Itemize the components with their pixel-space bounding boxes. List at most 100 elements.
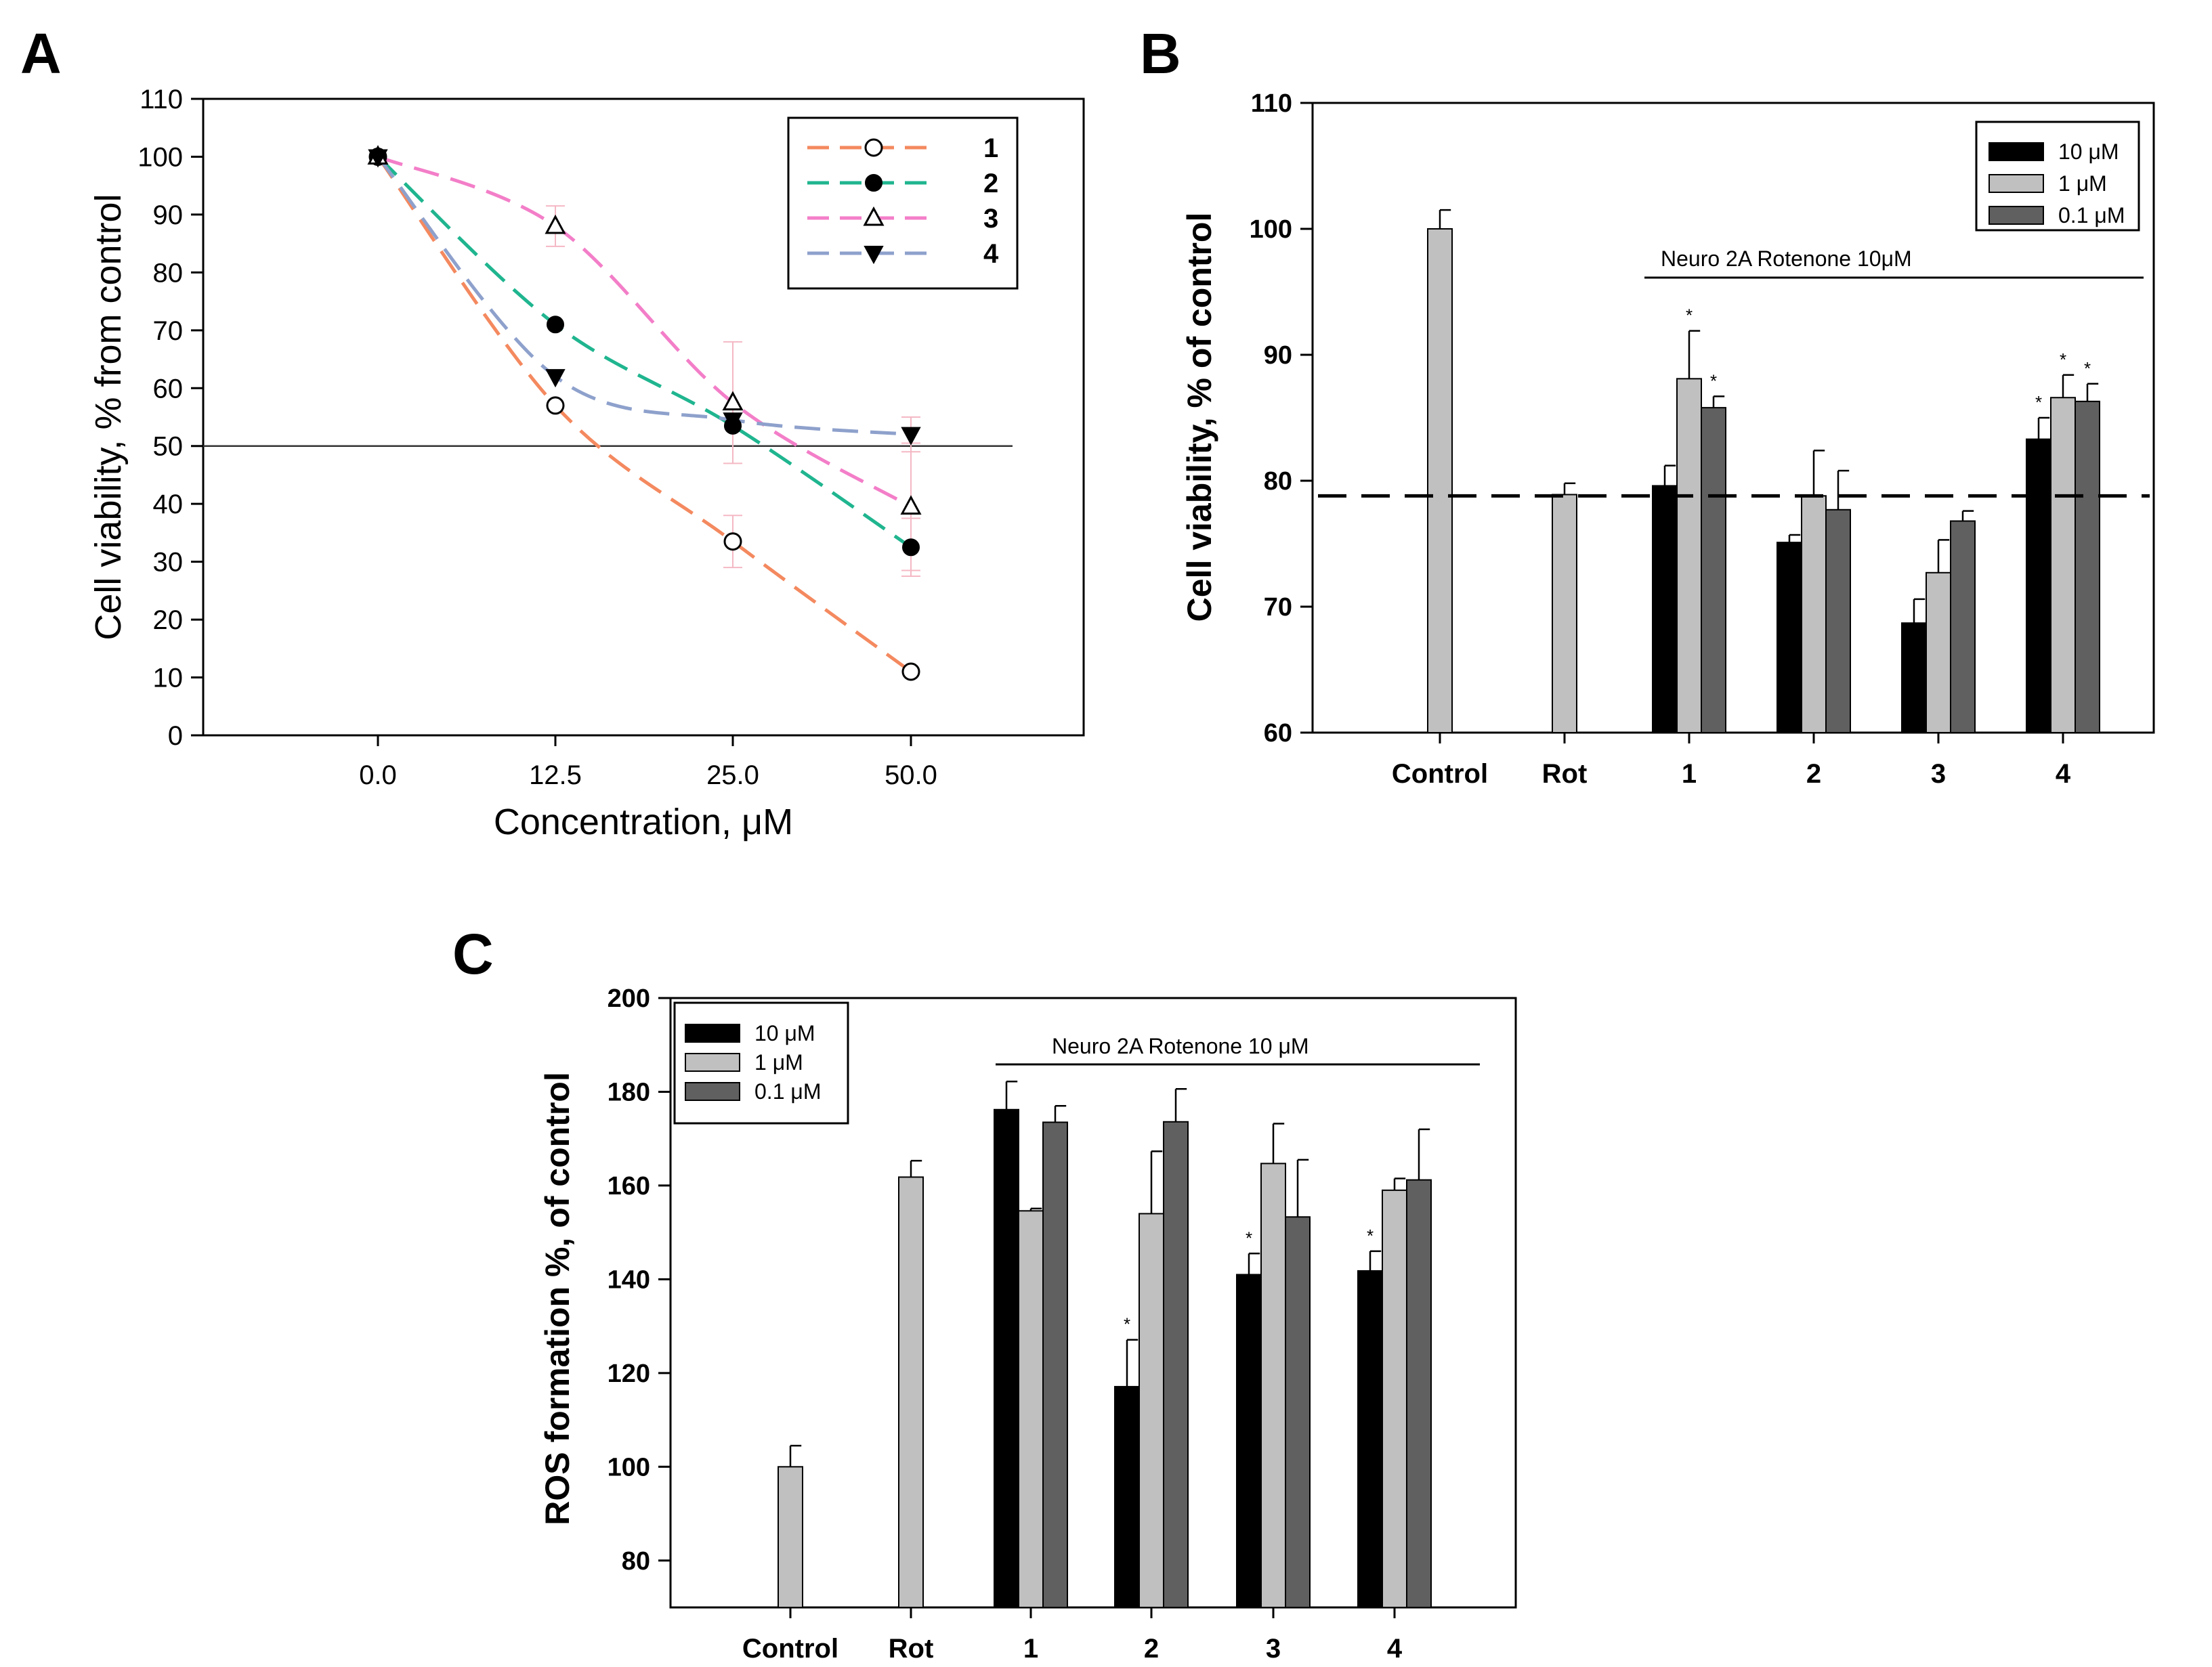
panel-c-legend-swatch xyxy=(685,1024,740,1043)
panel-a-x-tick-label: 12.5 xyxy=(529,760,582,790)
panel-a-series-3-line xyxy=(377,155,912,508)
panel-b-x-axis: Control Rot 1 2 3 4 xyxy=(1392,733,2071,789)
panel-c-legend: 10 μM 1 μM 0.1 μM xyxy=(673,1001,849,1125)
panel-b-y-tick-label: 110 xyxy=(1251,89,1292,118)
panel-c-y-tick-label: 180 xyxy=(608,1078,650,1106)
panel-a-y-tick-label: 50 xyxy=(153,432,184,462)
panel-a-y-tick-label: 30 xyxy=(153,548,184,578)
panel-a-legend-marker xyxy=(864,138,883,157)
panel-b-bar xyxy=(2075,400,2100,733)
panel-a-series-4-point xyxy=(368,149,388,168)
panel-c-bars: * * * xyxy=(778,1080,1432,1609)
panel-c-bar xyxy=(1406,1179,1432,1608)
panel-a-y-tick-label: 10 xyxy=(153,664,184,693)
panel-a-series-markers xyxy=(367,145,922,681)
panel-c-category-label: 4 xyxy=(1387,1634,1403,1664)
panel-b-significance-star: * xyxy=(2035,392,2042,412)
panel-a-legend-label: 2 xyxy=(983,169,998,198)
panel-b-bar xyxy=(1427,228,1453,733)
panel-c-category-label: 2 xyxy=(1144,1634,1159,1664)
panel-b-bar xyxy=(1676,378,1702,733)
panel-b-bar xyxy=(1552,494,1577,734)
panel-c-x-axis: Control Rot 1 2 3 4 xyxy=(742,1607,1403,1664)
panel-a-series-4-point xyxy=(545,369,566,388)
panel-b-y-tick-label: 80 xyxy=(1264,467,1292,496)
panel-b-significance-star: * xyxy=(1710,370,1717,391)
panel-c-bar xyxy=(1236,1274,1262,1608)
panel-c-bar xyxy=(1382,1189,1407,1609)
panel-letter-b: B xyxy=(1140,22,1181,85)
panel-c-legend-swatch xyxy=(685,1053,740,1072)
panel-letter-a: A xyxy=(20,22,62,85)
panel-c-significance-star: * xyxy=(1246,1228,1252,1248)
panel-a-y-tick-label: 90 xyxy=(153,200,184,230)
panel-b-y-tick-label: 90 xyxy=(1264,341,1292,370)
panel-c-bar xyxy=(898,1176,924,1608)
panel-c-bar xyxy=(778,1466,803,1608)
panel-b-y-axis: 60 70 80 90 100 110 xyxy=(1250,89,1313,748)
panel-b-legend-swatch xyxy=(1988,174,2044,193)
panel-b-bar-chart: 60 70 80 90 100 110 * * * * * Control Rot 1 2 3 4 Neur… xyxy=(1181,89,2155,789)
panel-a-series-4-point xyxy=(723,412,743,431)
panel-b-y-tick-label: 70 xyxy=(1264,593,1292,622)
panel-a-x-tick-label: 25.0 xyxy=(706,760,759,790)
panel-a-x-axis-title: Concentration, μM xyxy=(494,802,793,842)
panel-b-bar xyxy=(2026,438,2051,733)
panel-a-y-tick-label: 20 xyxy=(153,605,184,635)
panel-c-category-label: Control xyxy=(742,1634,838,1664)
panel-b-bar xyxy=(1801,495,1827,733)
panel-b-category-label: Rot xyxy=(1542,759,1588,789)
panel-c-y-tick-label: 100 xyxy=(608,1453,650,1481)
panel-b-category-label: 3 xyxy=(1931,759,1946,789)
panel-c-legend-label: 1 μM xyxy=(754,1050,803,1075)
panel-c-category-label: 1 xyxy=(1023,1634,1038,1664)
panel-c-legend-label: 0.1 μM xyxy=(754,1079,821,1104)
panel-letter-c: C xyxy=(452,922,494,986)
panel-c-bar xyxy=(994,1108,1019,1609)
panel-c-bar xyxy=(1260,1163,1286,1608)
panel-b-bar xyxy=(1777,542,1802,733)
panel-a-series-1-point xyxy=(723,532,742,551)
panel-a-series-2-line xyxy=(377,155,912,549)
panel-a-series-3-point xyxy=(545,214,566,234)
panel-c-bar xyxy=(1114,1385,1140,1609)
panel-b-legend-swatch xyxy=(1988,142,2044,161)
panel-b-bar xyxy=(1825,508,1851,734)
panel-b-y-axis-title: Cell viability, % of control xyxy=(1181,213,1218,622)
panel-b-category-label: 1 xyxy=(1682,759,1697,789)
panel-c-y-tick-label: 140 xyxy=(608,1265,650,1294)
panel-b-y-tick-label: 60 xyxy=(1264,719,1292,748)
panel-a-legend-label: 1 xyxy=(983,133,998,163)
panel-a-legend-label: 3 xyxy=(983,204,998,234)
panel-a-legend-marker xyxy=(863,206,885,226)
panel-a-series-3-point xyxy=(722,391,744,411)
panel-c-legend-swatch xyxy=(685,1082,740,1101)
panel-b-legend-label: 1 μM xyxy=(2058,171,2107,196)
panel-c-bar xyxy=(1163,1121,1189,1609)
panel-a-series-1-point xyxy=(901,662,920,681)
panel-a-y-tick-label: 60 xyxy=(153,374,184,404)
panel-a-plot-frame xyxy=(202,98,1085,737)
panel-b-category-label: Control xyxy=(1392,759,1488,789)
panel-a-legend-label: 4 xyxy=(983,239,999,269)
panel-c-plot-frame xyxy=(669,997,1517,1609)
panel-a-y-tick-label: 80 xyxy=(153,258,184,288)
panel-c-bar xyxy=(1042,1121,1068,1608)
panel-c-y-tick-label: 200 xyxy=(608,984,650,1013)
panel-c-legend-label: 10 μM xyxy=(754,1021,815,1045)
panel-b-bar xyxy=(2050,397,2076,733)
panel-b-legend-label: 0.1 μM xyxy=(2058,203,2125,228)
panel-b-bar xyxy=(1652,485,1678,733)
panel-c-y-tick-label: 120 xyxy=(608,1360,650,1388)
panel-b-bar xyxy=(1926,571,1951,734)
panel-a-series-2-point xyxy=(547,316,564,334)
panel-a-y-tick-label: 110 xyxy=(140,85,183,114)
panel-b-significance-star: * xyxy=(1686,305,1693,326)
panel-c-significance-star: * xyxy=(1367,1226,1374,1246)
panel-a-y-tick-label: 40 xyxy=(153,490,184,519)
panel-b-bar xyxy=(1901,622,1927,733)
panel-c-bar xyxy=(1357,1270,1383,1609)
panel-b-legend-swatch xyxy=(1988,206,2044,225)
